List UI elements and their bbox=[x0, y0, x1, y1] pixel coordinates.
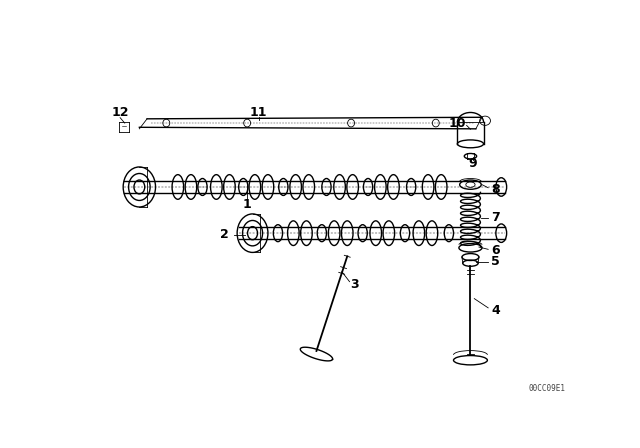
Text: 8: 8 bbox=[492, 183, 500, 196]
Text: 10: 10 bbox=[449, 116, 466, 129]
Text: 12: 12 bbox=[111, 106, 129, 119]
Text: 2: 2 bbox=[220, 228, 228, 241]
Text: 11: 11 bbox=[250, 106, 268, 119]
Text: 6: 6 bbox=[492, 244, 500, 258]
Text: 5: 5 bbox=[492, 255, 500, 268]
Text: 4: 4 bbox=[492, 304, 500, 317]
Text: 3: 3 bbox=[351, 278, 359, 291]
Text: 7: 7 bbox=[492, 211, 500, 224]
Text: 00CC09E1: 00CC09E1 bbox=[528, 384, 565, 393]
Text: 9: 9 bbox=[468, 157, 477, 170]
Text: 1: 1 bbox=[243, 198, 252, 211]
